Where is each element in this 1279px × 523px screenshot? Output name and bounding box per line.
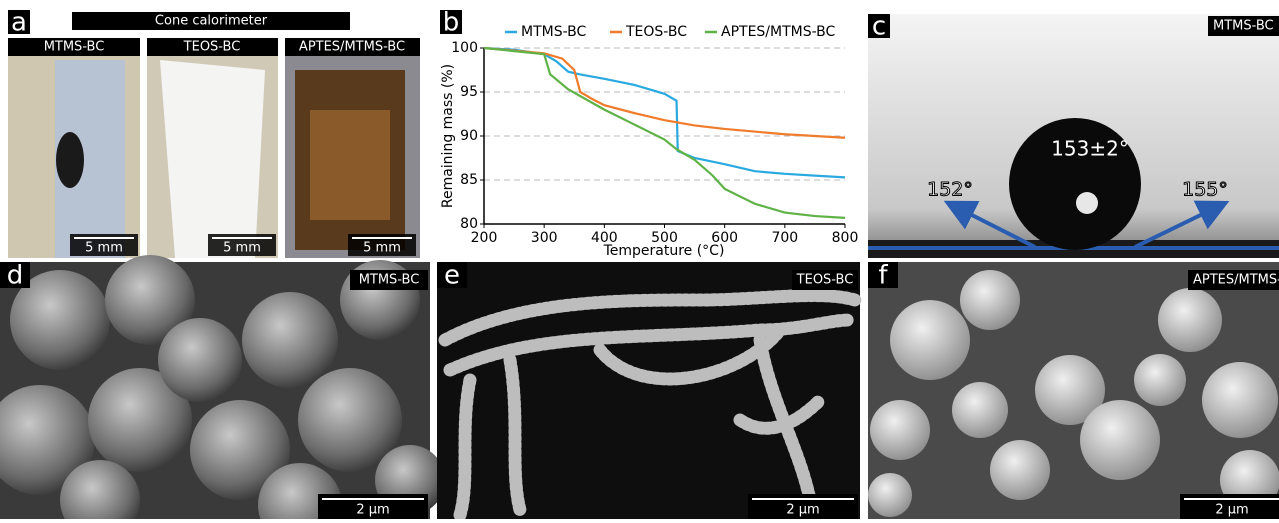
sample-label: APTES/MTMS-BC bbox=[1193, 273, 1279, 288]
scale-bar: 2 µm bbox=[356, 503, 389, 518]
scale-bar: 2 µm bbox=[786, 503, 819, 518]
scale-bar: 5 mm bbox=[85, 241, 123, 256]
left-angle: 152° bbox=[927, 179, 973, 201]
sample-label: MTMS-BC bbox=[359, 273, 420, 288]
y-tick-label: 95 bbox=[460, 84, 478, 100]
y-tick-label: 85 bbox=[460, 172, 478, 188]
panel-f: f APTES/MTMS-BC 2 µm bbox=[868, 261, 1279, 520]
legend-label: TEOS-BC bbox=[625, 24, 687, 40]
sample-label: MTMS-BC bbox=[1213, 19, 1274, 34]
panel-label: f bbox=[878, 261, 888, 291]
panel-label: d bbox=[7, 261, 24, 291]
scale-bar: 2 µm bbox=[1215, 503, 1248, 518]
legend-label: APTES/MTMS-BC bbox=[721, 24, 836, 40]
y-tick-label: 100 bbox=[451, 40, 478, 56]
scale-bar: 5 mm bbox=[363, 241, 401, 256]
x-tick-label: 500 bbox=[651, 230, 678, 246]
panel-label: a bbox=[11, 8, 27, 38]
panel-c: c MTMS-BC 153±2° 152° 155° bbox=[868, 12, 1279, 259]
sample-label: TEOS-BC bbox=[183, 40, 241, 55]
x-tick-label: 700 bbox=[771, 230, 798, 246]
legend-label: MTMS-BC bbox=[521, 24, 587, 40]
y-tick-label: 90 bbox=[460, 128, 478, 144]
series-line bbox=[484, 48, 845, 218]
x-tick-label: 300 bbox=[531, 230, 558, 246]
header: Cone calorimeter bbox=[155, 14, 268, 29]
panel-b: b Remaining mass (%) Temperature (°C) 80… bbox=[440, 8, 858, 260]
y-axis-title: Remaining mass (%) bbox=[440, 64, 456, 208]
panel-e: e TEOS-BC 2 µm bbox=[437, 261, 860, 520]
sample-label: APTES/MTMS-BC bbox=[299, 40, 405, 55]
sample-label: MTMS-BC bbox=[44, 40, 105, 55]
panel-label: e bbox=[444, 261, 460, 291]
x-tick-label: 400 bbox=[591, 230, 618, 246]
x-tick-label: 600 bbox=[711, 230, 738, 246]
scale-bar: 5 mm bbox=[223, 241, 261, 256]
x-tick-label: 200 bbox=[471, 230, 498, 246]
panel-a: a Cone calorimeter MTMS-BC TEOS-BC APTES… bbox=[8, 8, 420, 259]
contact-angle: 153±2° bbox=[1051, 137, 1129, 161]
panel-d: d MTMS-BC 2 µm bbox=[0, 255, 445, 519]
x-tick-label: 800 bbox=[832, 230, 859, 246]
series-line bbox=[484, 48, 845, 177]
panel-label: b bbox=[443, 8, 460, 38]
panel-label: c bbox=[872, 12, 886, 42]
right-angle: 155° bbox=[1182, 179, 1228, 201]
figure: a Cone calorimeter MTMS-BC TEOS-BC APTES… bbox=[0, 0, 1279, 519]
sample-label: TEOS-BC bbox=[796, 273, 854, 288]
